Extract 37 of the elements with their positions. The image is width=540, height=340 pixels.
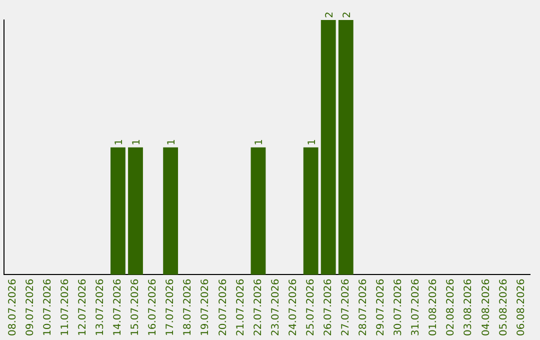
x-tick-label: 22.07.2026 <box>252 278 264 336</box>
x-tick-label: 15.07.2026 <box>130 278 142 336</box>
x-tick-label: 01.08.2026 <box>428 278 440 336</box>
x-tick-label: 11.07.2026 <box>60 278 71 336</box>
x-tick-label: 23.07.2026 <box>270 278 282 336</box>
x-tick-label: 14.07.2026 <box>112 278 124 336</box>
x-tick-label: 27.07.2026 <box>340 278 352 336</box>
x-tick-label: 19.07.2026 <box>200 278 212 336</box>
data-label: 1 <box>166 138 178 146</box>
x-tick-label: 17.07.2026 <box>165 278 176 336</box>
x-tick-label: 26.07.2026 <box>322 278 334 336</box>
data-label: 1 <box>132 138 142 146</box>
x-tick-label: 24.07.2026 <box>288 278 299 336</box>
x-tick-label: 03.08.2026 <box>463 278 474 336</box>
x-tick-label: 02.08.2026 <box>446 278 457 336</box>
x-tick-label: 25.07.2026 <box>305 278 316 336</box>
x-tick-label: 18.07.2026 <box>182 278 194 336</box>
x-tick-label: 05.08.2026 <box>498 278 510 336</box>
data-label: 1 <box>306 138 318 146</box>
x-tick-label: 04.08.2026 <box>480 278 492 336</box>
x-tick-label: 06.08.2026 <box>516 278 527 336</box>
x-tick-label: 08.07.2026 <box>7 278 18 336</box>
x-tick-label: 20.07.2026 <box>218 278 229 336</box>
x-tick-label: 21.07.2026 <box>235 278 246 336</box>
x-tick-label: 29.07.2026 <box>376 278 387 336</box>
x-tick-label: 13.07.2026 <box>95 278 106 336</box>
x-tick-label: 30.07.2026 <box>393 278 404 336</box>
data-label: 2 <box>324 12 336 18</box>
data-label: 1 <box>254 138 266 146</box>
x-tick-label: 10.07.2026 <box>42 278 54 336</box>
data-label: 1 <box>114 138 125 146</box>
x-tick-label: 16.07.2026 <box>148 278 159 336</box>
x-tick-label: 12.07.2026 <box>77 278 88 336</box>
data-label: 2 <box>342 12 353 18</box>
x-tick-label: 09.07.2026 <box>24 278 36 336</box>
x-tick-label: 28.07.2026 <box>358 278 370 336</box>
x-tick-label: 31.07.2026 <box>410 278 422 336</box>
